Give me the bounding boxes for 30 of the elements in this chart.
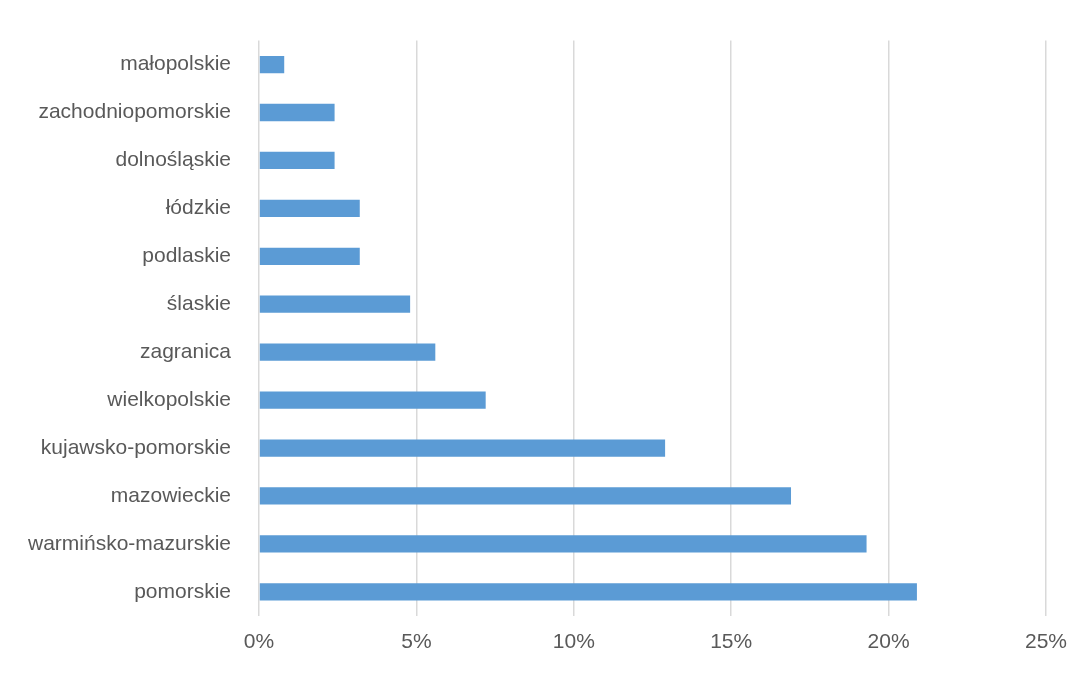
y-tick-label: kujawsko-pomorskie: [40, 434, 232, 458]
y-tick-label: małopolskie: [120, 51, 232, 75]
bar: [259, 103, 335, 122]
bar: [259, 583, 917, 601]
bar: [259, 439, 666, 457]
y-tick-label: wielkopolskie: [106, 386, 232, 410]
bar: [259, 295, 411, 313]
y-tick-label: zagranica: [139, 338, 232, 362]
bar: [259, 199, 360, 217]
bar: [259, 343, 436, 361]
x-tick-label: 5%: [401, 629, 432, 653]
x-tick-label: 0%: [243, 629, 275, 653]
bar: [259, 151, 335, 170]
bar: [259, 391, 486, 409]
y-tick-label: zachodniopomorskie: [38, 99, 232, 123]
y-tick-label: podlaskie: [142, 243, 232, 267]
bar: [259, 535, 867, 553]
y-tick-label: łódzkie: [165, 195, 232, 219]
y-tick-label: pomorskie: [134, 578, 232, 602]
y-tick-label: ślaskie: [166, 291, 232, 315]
y-tick-label: dolnośląskie: [115, 147, 232, 171]
y-tick-label: warmińsko-mazurskie: [26, 530, 232, 554]
bar: [259, 55, 285, 74]
x-tick-label: 15%: [710, 629, 753, 653]
x-tick-label: 20%: [867, 629, 910, 653]
x-tick-label: 25%: [1024, 629, 1067, 653]
x-tick-label: 10%: [552, 629, 595, 653]
bar: [259, 487, 792, 505]
bar: [259, 247, 360, 265]
y-tick-label: mazowieckie: [110, 482, 232, 506]
